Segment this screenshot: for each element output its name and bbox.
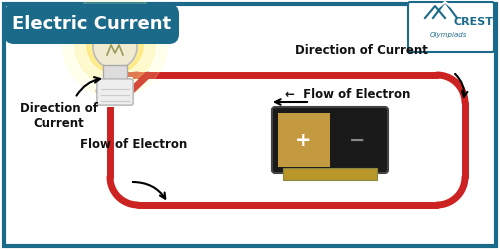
Text: +: + bbox=[295, 130, 311, 150]
Circle shape bbox=[75, 5, 155, 85]
Text: −: − bbox=[349, 130, 365, 150]
Text: Flow of Electron: Flow of Electron bbox=[80, 138, 187, 151]
Circle shape bbox=[63, 0, 167, 97]
FancyBboxPatch shape bbox=[283, 168, 377, 180]
Circle shape bbox=[87, 17, 143, 73]
Text: Electric Current: Electric Current bbox=[12, 15, 171, 33]
Text: Direction of
Current: Direction of Current bbox=[20, 102, 98, 130]
FancyBboxPatch shape bbox=[4, 4, 179, 44]
Circle shape bbox=[93, 25, 137, 69]
Text: CREST: CREST bbox=[453, 17, 493, 27]
FancyBboxPatch shape bbox=[4, 4, 496, 246]
Text: Olympiads: Olympiads bbox=[430, 32, 467, 38]
FancyBboxPatch shape bbox=[97, 79, 133, 105]
Text: ←  Flow of Electron: ← Flow of Electron bbox=[285, 88, 410, 102]
FancyBboxPatch shape bbox=[97, 77, 133, 107]
FancyBboxPatch shape bbox=[272, 107, 388, 173]
Text: Direction of Current: Direction of Current bbox=[295, 44, 428, 57]
FancyBboxPatch shape bbox=[278, 113, 330, 167]
FancyBboxPatch shape bbox=[408, 2, 494, 52]
FancyBboxPatch shape bbox=[97, 79, 133, 105]
FancyBboxPatch shape bbox=[103, 65, 127, 83]
